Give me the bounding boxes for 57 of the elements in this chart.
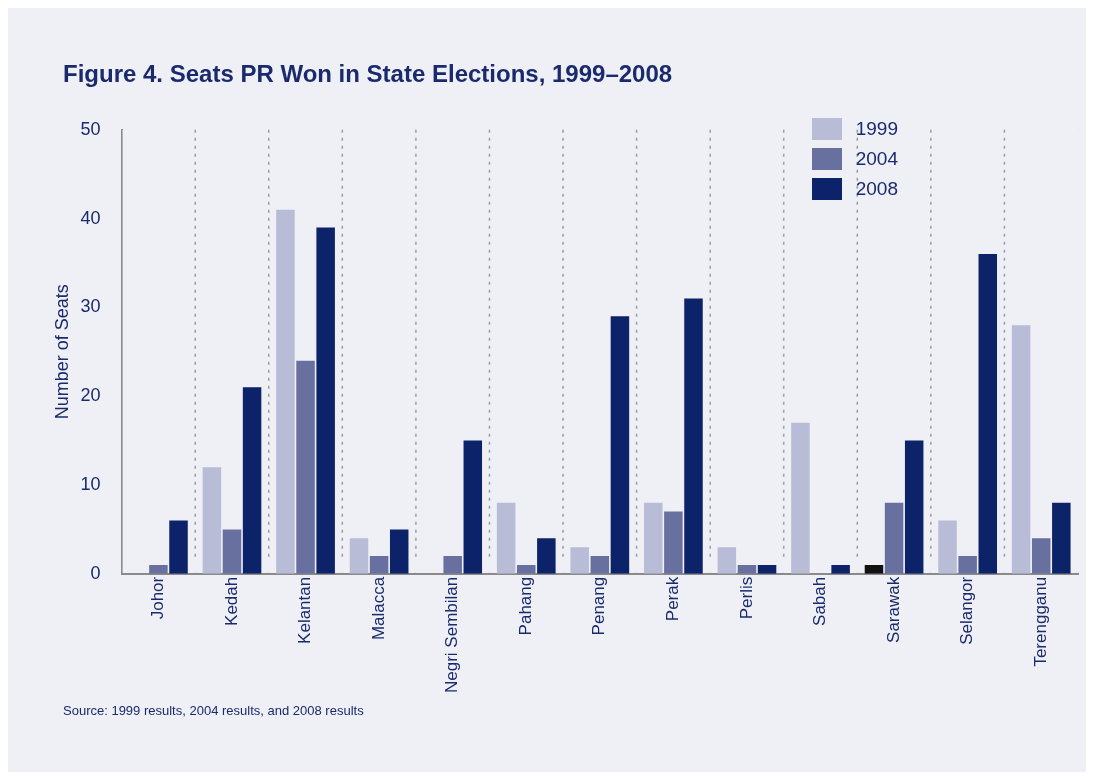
bar bbox=[1052, 502, 1071, 574]
bar bbox=[610, 316, 630, 574]
bar bbox=[349, 538, 369, 574]
bar bbox=[443, 556, 462, 574]
x-tick-label: Sarawak bbox=[883, 576, 903, 643]
legend-label: 2008 bbox=[855, 178, 898, 200]
bar bbox=[369, 556, 389, 574]
bar bbox=[684, 298, 703, 574]
y-tick-label: 40 bbox=[80, 207, 101, 228]
bar bbox=[644, 502, 663, 574]
bar bbox=[316, 227, 335, 574]
chart-title: Figure 4. Seats PR Won in State Elections, 1999–2008 bbox=[63, 60, 673, 88]
legend-label: 1999 bbox=[855, 118, 898, 140]
bar bbox=[496, 502, 516, 574]
x-tick-label: Terengganu bbox=[1030, 576, 1050, 667]
y-axis-title: Number of Seats bbox=[51, 284, 72, 420]
bar bbox=[149, 564, 168, 574]
legend-label: 2004 bbox=[855, 148, 898, 170]
bar bbox=[570, 547, 589, 574]
x-tick-label: Sabah bbox=[810, 576, 830, 626]
bar bbox=[1031, 538, 1051, 574]
x-tick-label: Pahang bbox=[515, 576, 535, 636]
y-tick-label: 50 bbox=[80, 118, 101, 139]
bar bbox=[537, 538, 556, 574]
x-tick-label: Penang bbox=[589, 576, 609, 636]
bar bbox=[590, 556, 610, 574]
x-tick-label: Kedah bbox=[221, 576, 241, 626]
bar bbox=[938, 520, 957, 574]
bar bbox=[664, 511, 683, 574]
bar bbox=[884, 502, 904, 574]
y-tick-label: 0 bbox=[90, 562, 101, 583]
y-tick-label: 30 bbox=[80, 296, 101, 317]
source-note: Source: 1999 results, 2004 results, and 2008 results bbox=[63, 703, 364, 718]
bar bbox=[389, 529, 409, 574]
bar bbox=[904, 440, 924, 574]
x-tick-label: Kelantan bbox=[295, 576, 315, 644]
bar bbox=[202, 467, 222, 574]
y-tick-label: 10 bbox=[80, 473, 101, 494]
bar bbox=[791, 422, 810, 574]
bar bbox=[276, 209, 295, 574]
bar bbox=[242, 387, 262, 574]
x-tick-label: Perak bbox=[663, 576, 683, 622]
bar bbox=[831, 564, 850, 574]
x-tick-label: Johor bbox=[148, 576, 168, 620]
x-tick-label: Malacca bbox=[368, 576, 388, 641]
bar bbox=[1011, 325, 1031, 574]
x-tick-label: Selangor bbox=[957, 576, 977, 645]
bar bbox=[169, 520, 188, 574]
bar bbox=[958, 556, 977, 574]
bar bbox=[978, 254, 998, 574]
bar bbox=[296, 360, 315, 574]
x-tick-label: Perlis bbox=[736, 576, 756, 620]
bar bbox=[717, 547, 737, 574]
bar bbox=[222, 529, 242, 574]
x-tick-label: Negri Sembilan bbox=[442, 576, 462, 694]
y-tick-label: 20 bbox=[80, 385, 101, 406]
bar bbox=[463, 440, 483, 574]
